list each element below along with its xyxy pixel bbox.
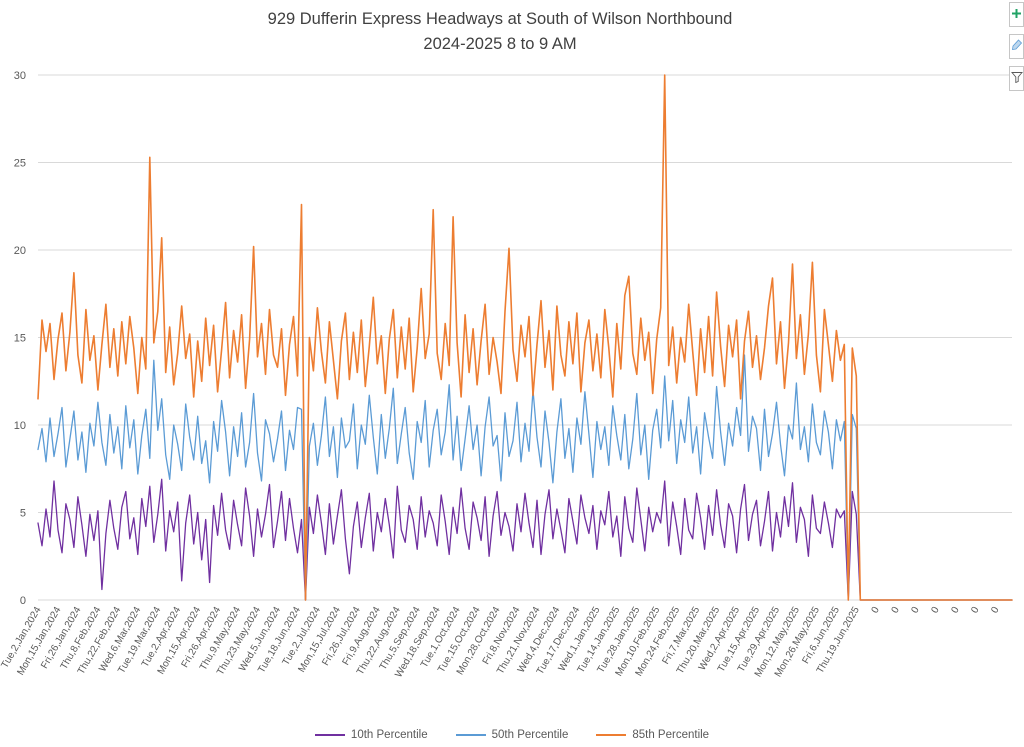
x-axis-tick-labels[interactable]: Tue,2,Jan,2024Mon,15,Jan,2024Fri,26,Jan,… bbox=[0, 605, 1002, 680]
legend-line-swatch bbox=[314, 733, 345, 737]
x-tick-label: 0 bbox=[969, 605, 982, 616]
funnel-icon bbox=[1011, 71, 1023, 86]
y-tick-label: 10 bbox=[14, 420, 26, 432]
legend-line-swatch bbox=[455, 733, 486, 737]
chart-title[interactable]: 929 Dufferin Express Headways at South o… bbox=[0, 7, 1000, 57]
legend-item-label: 85th Percentile bbox=[632, 729, 710, 741]
legend-item-10th-percentile[interactable]: 10th Percentile bbox=[314, 729, 428, 741]
x-tick-label: 0 bbox=[870, 605, 883, 616]
legend-line-swatch bbox=[596, 733, 627, 737]
chart-filters-button[interactable] bbox=[1009, 66, 1024, 91]
y-tick-label: 0 bbox=[20, 595, 26, 607]
chart-elements-button[interactable] bbox=[1009, 2, 1024, 27]
chart-legend: 10th Percentile 50th Percentile 85th Perce… bbox=[0, 729, 1024, 741]
x-tick-label: 0 bbox=[989, 605, 1002, 616]
series-line-50th-percentile[interactable] bbox=[37, 354, 1013, 601]
chart-toolbar bbox=[1009, 2, 1024, 91]
legend-item-50th-percentile[interactable]: 50th Percentile bbox=[455, 729, 569, 741]
chart-plot-area: 0 5 10 15 20 25 30 Tue,2,Jan,2024Mon,15,Jan,202… bbox=[0, 70, 1013, 680]
legend-item-85th-percentile[interactable]: 85th Percentile bbox=[596, 729, 709, 741]
y-tick-label: 25 bbox=[14, 158, 26, 170]
series-lines bbox=[37, 74, 1013, 601]
legend-item-label: 50th Percentile bbox=[491, 729, 569, 741]
paintbrush-icon bbox=[1011, 39, 1023, 54]
series-line-85th-percentile[interactable] bbox=[37, 74, 1013, 601]
x-tick-label: 0 bbox=[890, 605, 903, 616]
x-tick-label: 0 bbox=[909, 605, 922, 616]
y-tick-label: 15 bbox=[14, 333, 26, 345]
legend-item-label: 10th Percentile bbox=[350, 729, 428, 741]
y-tick-label: 20 bbox=[14, 245, 26, 257]
x-tick-label: 0 bbox=[929, 605, 942, 616]
y-axis-tick-labels[interactable]: 0 5 10 15 20 25 30 bbox=[14, 70, 26, 607]
series-line-10th-percentile[interactable] bbox=[37, 478, 1013, 601]
y-tick-label: 30 bbox=[14, 70, 26, 82]
y-tick-label: 5 bbox=[20, 508, 26, 520]
chart-title-line2: 2024-2025 8 to 9 AM bbox=[423, 35, 577, 53]
plus-icon bbox=[1011, 7, 1022, 22]
chart-styles-button[interactable] bbox=[1009, 34, 1024, 59]
chart-title-line1: 929 Dufferin Express Headways at South o… bbox=[267, 10, 733, 28]
x-tick-label: 0 bbox=[949, 605, 962, 616]
